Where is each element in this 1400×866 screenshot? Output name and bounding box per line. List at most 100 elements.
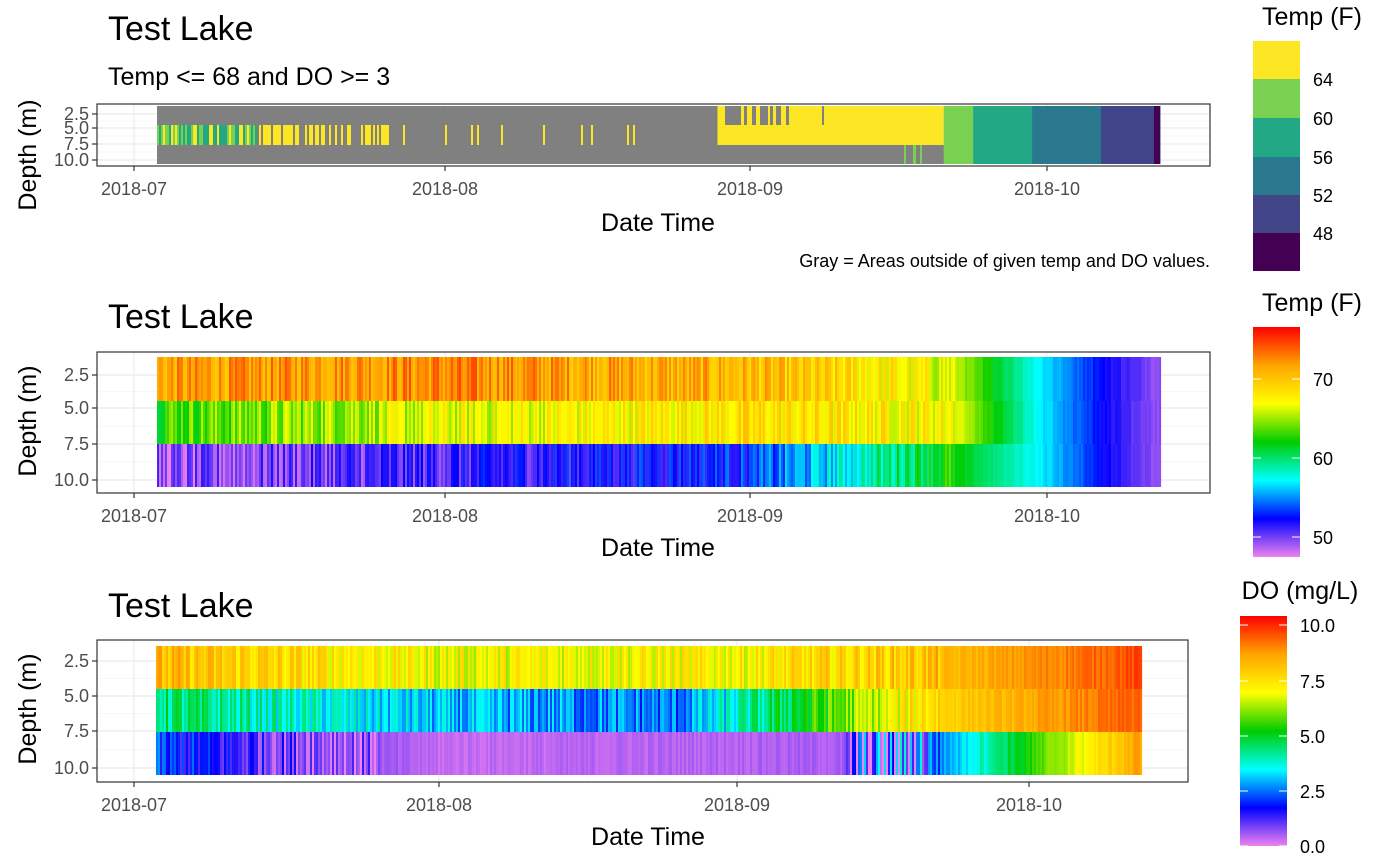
cell xyxy=(1056,689,1059,732)
cell xyxy=(292,732,295,775)
cell xyxy=(979,444,982,487)
cell xyxy=(965,401,968,444)
cell xyxy=(192,689,195,732)
cell xyxy=(684,689,687,732)
cell xyxy=(523,357,526,401)
cell xyxy=(1010,732,1013,775)
cell xyxy=(732,689,735,732)
cell xyxy=(230,689,233,732)
cell xyxy=(676,646,679,689)
cell xyxy=(606,646,609,689)
cell xyxy=(203,444,206,487)
cell xyxy=(898,689,901,732)
cell xyxy=(800,689,803,732)
cell xyxy=(826,646,829,689)
cell xyxy=(612,732,615,775)
cell xyxy=(491,401,494,444)
cell xyxy=(771,357,774,401)
cell xyxy=(572,646,575,689)
cell xyxy=(553,125,556,145)
cell xyxy=(984,732,987,775)
cell xyxy=(928,732,931,775)
cell xyxy=(693,401,696,444)
cell xyxy=(656,646,659,689)
cell xyxy=(233,357,236,401)
cell xyxy=(509,357,512,401)
cell xyxy=(1119,357,1122,401)
cell xyxy=(947,357,950,401)
cell xyxy=(390,646,393,689)
cell xyxy=(702,646,705,689)
cell xyxy=(472,732,475,775)
cell xyxy=(933,357,936,401)
cell xyxy=(449,125,452,145)
cell xyxy=(549,401,552,444)
cell xyxy=(527,401,530,444)
cell xyxy=(370,732,373,775)
panel-2-title: Test Lake xyxy=(108,298,254,336)
panel-3-ylabel: Depth (m) xyxy=(14,653,42,764)
cell xyxy=(275,444,278,487)
cell xyxy=(422,732,425,775)
cell xyxy=(1119,401,1122,444)
cell xyxy=(886,646,889,689)
cell xyxy=(950,732,953,775)
cell xyxy=(465,125,468,145)
cell xyxy=(825,357,828,401)
cell xyxy=(525,401,528,444)
cell xyxy=(1118,689,1121,732)
cell xyxy=(1130,689,1133,732)
cell xyxy=(880,646,883,689)
cell xyxy=(514,732,517,775)
cell xyxy=(257,401,260,444)
cell xyxy=(635,125,638,145)
cell xyxy=(1120,646,1123,689)
cell xyxy=(803,444,806,487)
cell xyxy=(379,401,382,444)
cell xyxy=(749,401,752,444)
cell xyxy=(406,732,409,775)
cell xyxy=(1094,732,1097,775)
cell xyxy=(1093,357,1096,401)
cell xyxy=(776,732,779,775)
cell xyxy=(593,401,596,444)
cell xyxy=(371,357,374,401)
cell xyxy=(255,357,258,401)
cell xyxy=(954,732,957,775)
cell xyxy=(739,444,742,487)
cell xyxy=(218,646,221,689)
cell xyxy=(483,444,486,487)
cell xyxy=(160,646,163,689)
cell-bin xyxy=(1032,106,1102,164)
panel-1: Test Lake Temp <= 68 and DO >= 3 Depth (… xyxy=(14,3,1362,271)
cell xyxy=(1022,689,1025,732)
cell xyxy=(1025,357,1028,401)
cell xyxy=(529,357,532,401)
cell xyxy=(484,646,487,689)
cell xyxy=(1026,732,1029,775)
cell xyxy=(514,689,517,732)
cell xyxy=(307,401,310,444)
cell xyxy=(679,444,682,487)
cell xyxy=(1023,401,1026,444)
cell xyxy=(329,357,332,401)
cell xyxy=(685,125,688,145)
cell-outside xyxy=(752,106,756,125)
legend-tick-label: 70 xyxy=(1313,370,1333,390)
cell xyxy=(634,732,637,775)
cell xyxy=(693,357,696,401)
cell xyxy=(212,732,215,775)
cell xyxy=(1123,357,1126,401)
cell xyxy=(800,646,803,689)
cell xyxy=(829,444,832,487)
cell xyxy=(1047,444,1050,487)
cell xyxy=(353,401,356,444)
cell xyxy=(743,401,746,444)
cell xyxy=(1140,689,1143,732)
cell xyxy=(1038,689,1041,732)
cell xyxy=(1013,444,1016,487)
cell xyxy=(483,357,486,401)
cell xyxy=(772,646,775,689)
cell xyxy=(951,401,954,444)
cell xyxy=(372,646,375,689)
